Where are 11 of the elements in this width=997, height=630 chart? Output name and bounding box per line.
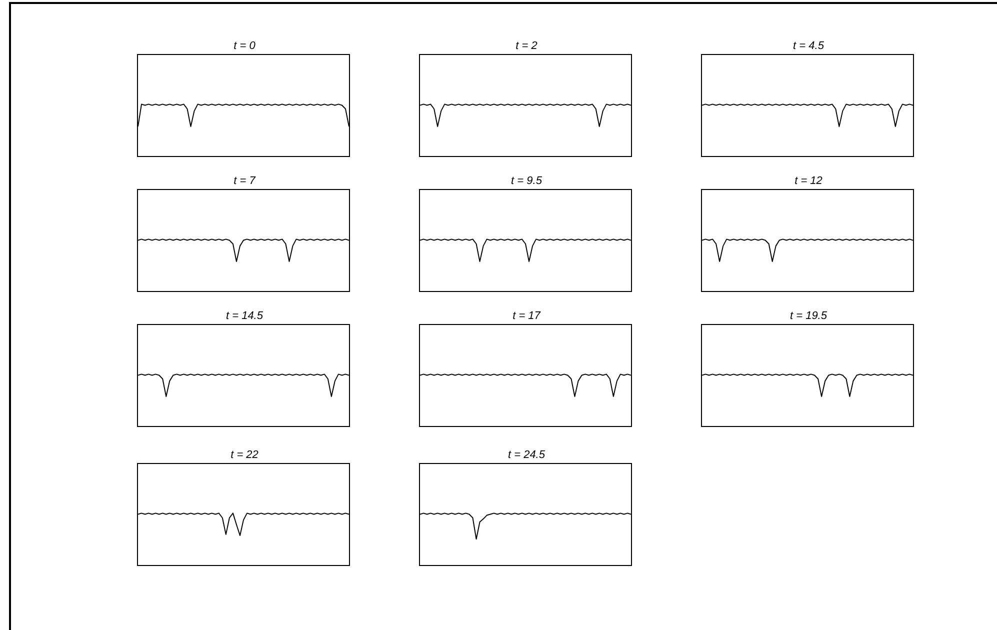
chart-title: t = 14.5 (224, 309, 264, 324)
chart-title: t = 22 (230, 448, 260, 463)
chart-title: t = 17 (512, 309, 542, 324)
chart-title: t = 4.5 (792, 39, 825, 54)
chart-title: t = 12 (794, 174, 824, 189)
chart-title: t = 9.5 (510, 174, 543, 189)
chart-title: t = 7 (232, 174, 257, 189)
chart-title: t = 0 (232, 39, 256, 54)
chart-title: t = 19.5 (788, 309, 828, 324)
chart-title: t = 24.5 (506, 448, 546, 463)
chart-title: t = 2 (514, 39, 538, 54)
